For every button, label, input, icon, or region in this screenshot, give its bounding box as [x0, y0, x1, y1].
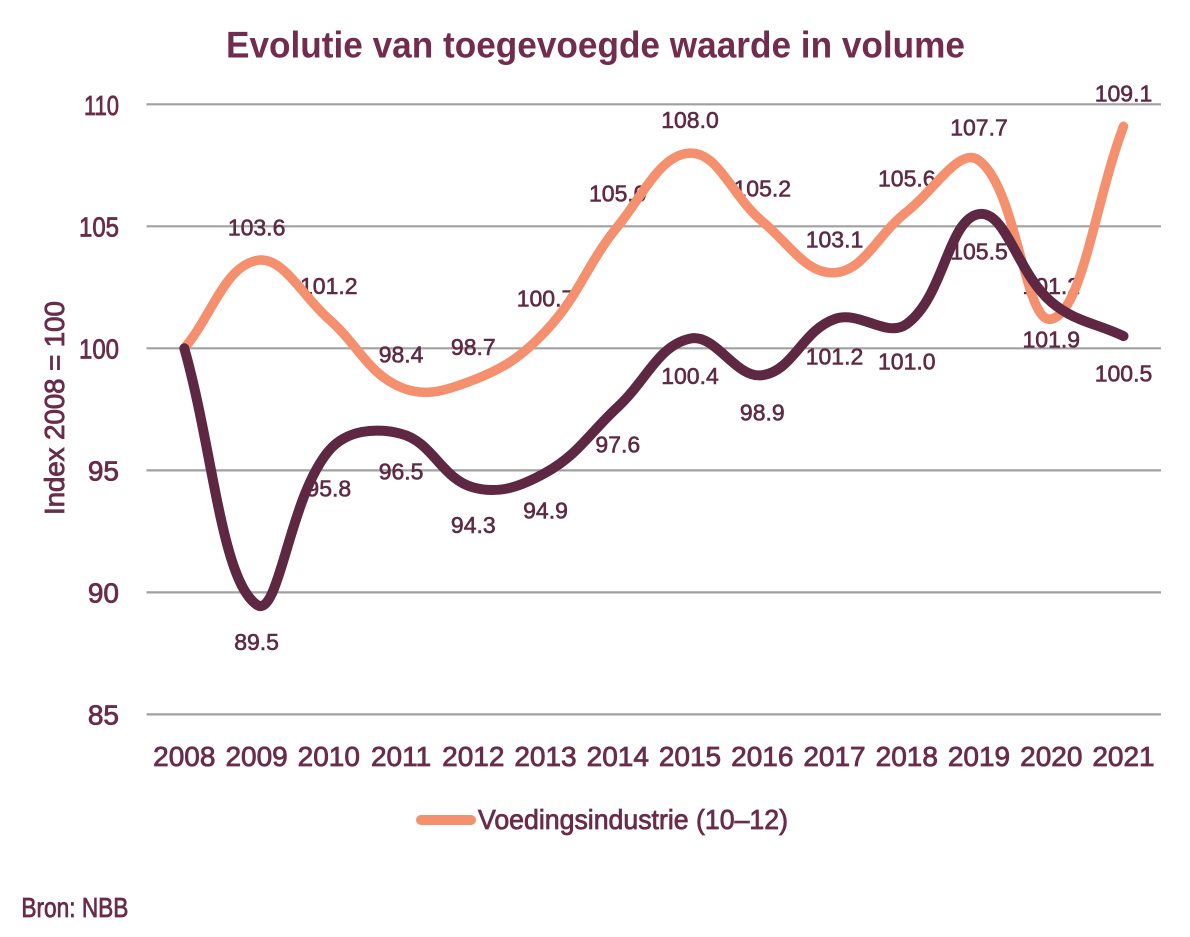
svg-text:100: 100 [79, 334, 119, 365]
svg-text:Bron: NBB: Bron: NBB [21, 892, 128, 923]
svg-text:2010: 2010 [298, 741, 360, 772]
svg-text:2019: 2019 [948, 741, 1010, 772]
svg-text:100.5: 100.5 [1095, 361, 1153, 387]
svg-text:97.6: 97.6 [595, 431, 640, 457]
svg-text:100.4: 100.4 [661, 363, 719, 389]
svg-text:Evolutie van toegevoegde waard: Evolutie van toegevoegde waarde in volum… [226, 25, 965, 66]
svg-text:2008: 2008 [153, 741, 215, 772]
svg-text:2013: 2013 [514, 741, 576, 772]
svg-text:2009: 2009 [225, 741, 287, 772]
svg-text:109.1: 109.1 [1095, 80, 1153, 106]
svg-text:Voedingsindustrie (10–12): Voedingsindustrie (10–12) [478, 804, 788, 835]
svg-text:2016: 2016 [731, 741, 793, 772]
svg-text:110: 110 [84, 90, 119, 121]
svg-text:103.1: 103.1 [806, 227, 864, 253]
svg-text:94.3: 94.3 [451, 512, 496, 538]
svg-text:89.5: 89.5 [234, 629, 279, 655]
svg-text:90: 90 [88, 578, 119, 609]
svg-text:108.0: 108.0 [661, 107, 719, 133]
svg-text:101.9: 101.9 [1023, 327, 1081, 353]
svg-text:98.7: 98.7 [451, 334, 496, 360]
svg-text:101.2: 101.2 [806, 344, 864, 370]
svg-text:Index 2008 = 100: Index 2008 = 100 [39, 301, 70, 515]
svg-text:85: 85 [88, 700, 119, 731]
svg-text:105.5: 105.5 [950, 239, 1008, 265]
svg-text:2021: 2021 [1092, 741, 1154, 772]
svg-text:2014: 2014 [587, 741, 649, 772]
svg-text:98.9: 98.9 [740, 400, 785, 426]
svg-text:96.5: 96.5 [379, 458, 424, 484]
svg-text:2020: 2020 [1020, 741, 1082, 772]
svg-text:2015: 2015 [659, 741, 721, 772]
svg-text:95: 95 [88, 456, 119, 487]
svg-text:2011: 2011 [371, 741, 431, 772]
svg-text:103.6: 103.6 [228, 215, 286, 241]
svg-text:105: 105 [79, 212, 119, 243]
svg-text:2017: 2017 [803, 741, 865, 772]
svg-text:94.9: 94.9 [523, 497, 568, 523]
svg-text:2018: 2018 [876, 741, 938, 772]
svg-text:107.7: 107.7 [950, 114, 1008, 140]
svg-text:98.4: 98.4 [379, 341, 424, 367]
svg-text:101.0: 101.0 [878, 348, 936, 374]
svg-text:2012: 2012 [442, 741, 504, 772]
